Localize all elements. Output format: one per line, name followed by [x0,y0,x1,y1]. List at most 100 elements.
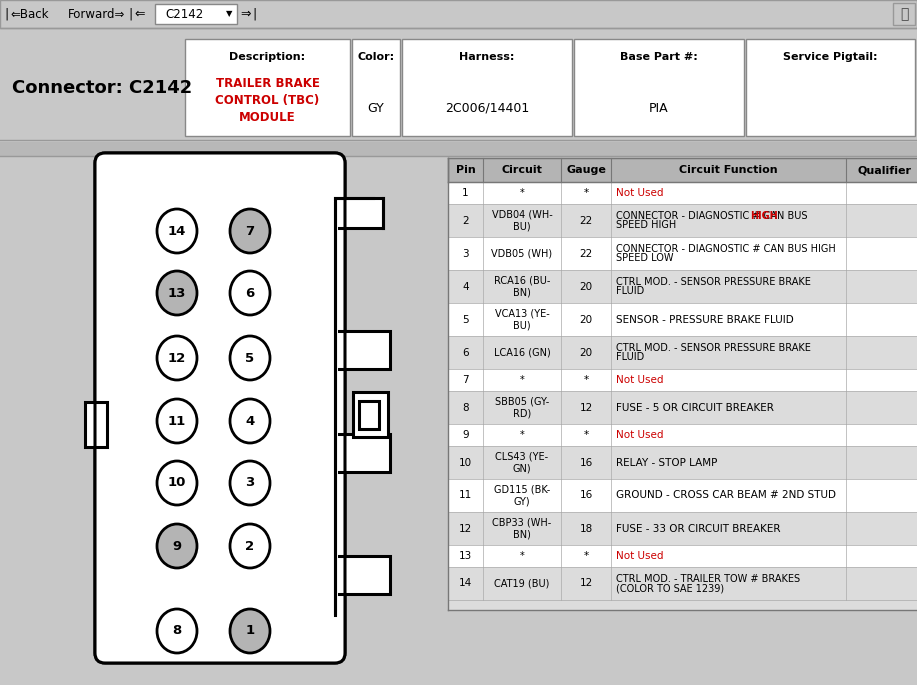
Text: Description:: Description: [229,52,305,62]
Bar [448,336,917,369]
Bar [448,479,917,512]
Bar [448,237,917,270]
Text: 6: 6 [462,347,469,358]
Text: 5: 5 [462,314,469,325]
Text: 2: 2 [246,540,255,553]
Text: CONNECTOR - DIAGNOSTIC # CAN BUS HIGH: CONNECTOR - DIAGNOSTIC # CAN BUS HIGH [616,244,835,253]
Bar [448,270,917,303]
Text: CAT19 (BU): CAT19 (BU) [494,579,549,588]
Text: 6: 6 [246,286,255,299]
Text: CLS43 (YE-
GN): CLS43 (YE- GN) [495,451,548,474]
Text: VDB05 (WH): VDB05 (WH) [492,249,553,258]
Bar [746,39,915,136]
Text: |: | [4,8,8,21]
Ellipse shape [157,271,197,315]
Bar [352,39,400,136]
Text: ⎙: ⎙ [900,7,908,21]
Text: 20: 20 [580,314,592,325]
Text: 9: 9 [462,430,469,440]
Ellipse shape [230,271,270,315]
Text: CTRL MOD. - SENSOR PRESSURE BRAKE: CTRL MOD. - SENSOR PRESSURE BRAKE [616,277,811,287]
Text: SENSOR - PRESSURE BRAKE FLUID: SENSOR - PRESSURE BRAKE FLUID [616,314,794,325]
Text: TRAILER BRAKE
CONTROL (TBC)
MODULE: TRAILER BRAKE CONTROL (TBC) MODULE [215,77,320,123]
Bar [448,446,917,479]
Text: GROUND - CROSS CAR BEAM # 2ND STUD: GROUND - CROSS CAR BEAM # 2ND STUD [616,490,836,501]
Bar [0,0,917,28]
Text: 12: 12 [168,351,186,364]
Text: 4: 4 [246,414,255,427]
Text: C2142: C2142 [166,8,204,21]
Bar [448,182,917,204]
Bar [448,204,917,237]
Text: Gauge: Gauge [566,165,606,175]
Bar [335,434,390,472]
Text: 3: 3 [246,477,255,490]
Ellipse shape [230,609,270,653]
Ellipse shape [230,336,270,380]
Ellipse shape [157,336,197,380]
Text: FLUID: FLUID [616,352,645,362]
Text: 14: 14 [168,225,186,238]
Text: 2C006/14401: 2C006/14401 [445,101,529,114]
Ellipse shape [157,461,197,505]
Text: *: * [583,551,589,561]
Text: Not Used: Not Used [616,551,664,561]
Bar [185,39,350,136]
Text: HIGH: HIGH [750,211,778,221]
Text: CTRL MOD. - TRAILER TOW # BRAKES: CTRL MOD. - TRAILER TOW # BRAKES [616,574,801,584]
Text: Service Pigtail:: Service Pigtail: [783,52,878,62]
Text: |: | [128,8,132,21]
Text: ▼: ▼ [226,10,233,18]
FancyBboxPatch shape [95,153,345,663]
Bar [448,600,917,610]
Text: Not Used: Not Used [616,375,664,385]
Text: SBB05 (GY-
RD): SBB05 (GY- RD) [495,397,549,419]
Bar [310,168,340,648]
Text: FUSE - 33 OR CIRCUIT BREAKER: FUSE - 33 OR CIRCUIT BREAKER [616,523,780,534]
Text: 11: 11 [458,490,472,501]
Text: CONNECTOR - DIAGNOSTIC # CAN BUS: CONNECTOR - DIAGNOSTIC # CAN BUS [616,211,811,221]
Text: 10: 10 [168,477,186,490]
Text: SPEED HIGH: SPEED HIGH [616,221,676,230]
Text: Harness:: Harness: [459,52,514,62]
Text: *: * [520,188,525,198]
Text: 13: 13 [458,551,472,561]
Bar [448,512,917,545]
Text: *: * [520,551,525,561]
Bar [448,369,917,391]
Text: 16: 16 [580,458,592,467]
Bar [335,198,383,228]
Text: LCA16 (GN): LCA16 (GN) [493,347,550,358]
Text: 20: 20 [580,347,592,358]
Ellipse shape [230,461,270,505]
Text: |: | [252,8,256,21]
Text: Circuit: Circuit [502,165,543,175]
Text: ⇒: ⇒ [240,8,250,21]
Text: (COLOR TO SAE 1239): (COLOR TO SAE 1239) [616,583,724,593]
Bar [0,142,917,156]
FancyBboxPatch shape [95,153,345,663]
Text: 22: 22 [580,216,592,225]
Text: Connector: C2142: Connector: C2142 [12,79,193,97]
Text: RELAY - STOP LAMP: RELAY - STOP LAMP [616,458,717,467]
Bar [893,3,915,25]
Text: GY: GY [368,101,384,114]
Bar [448,545,917,567]
Bar [448,424,917,446]
Text: 12: 12 [580,579,592,588]
Bar [448,158,917,182]
Ellipse shape [157,399,197,443]
Text: 13: 13 [168,286,186,299]
Text: 9: 9 [172,540,182,553]
Text: 11: 11 [168,414,186,427]
Text: 3: 3 [462,249,469,258]
Bar [448,567,917,600]
Ellipse shape [230,209,270,253]
Bar [155,4,237,24]
Text: CTRL MOD. - SENSOR PRESSURE BRAKE: CTRL MOD. - SENSOR PRESSURE BRAKE [616,342,811,353]
Text: Not Used: Not Used [616,188,664,198]
Text: PIA: PIA [649,101,668,114]
Text: *: * [520,430,525,440]
Text: 4: 4 [462,282,469,292]
Text: *: * [520,375,525,385]
